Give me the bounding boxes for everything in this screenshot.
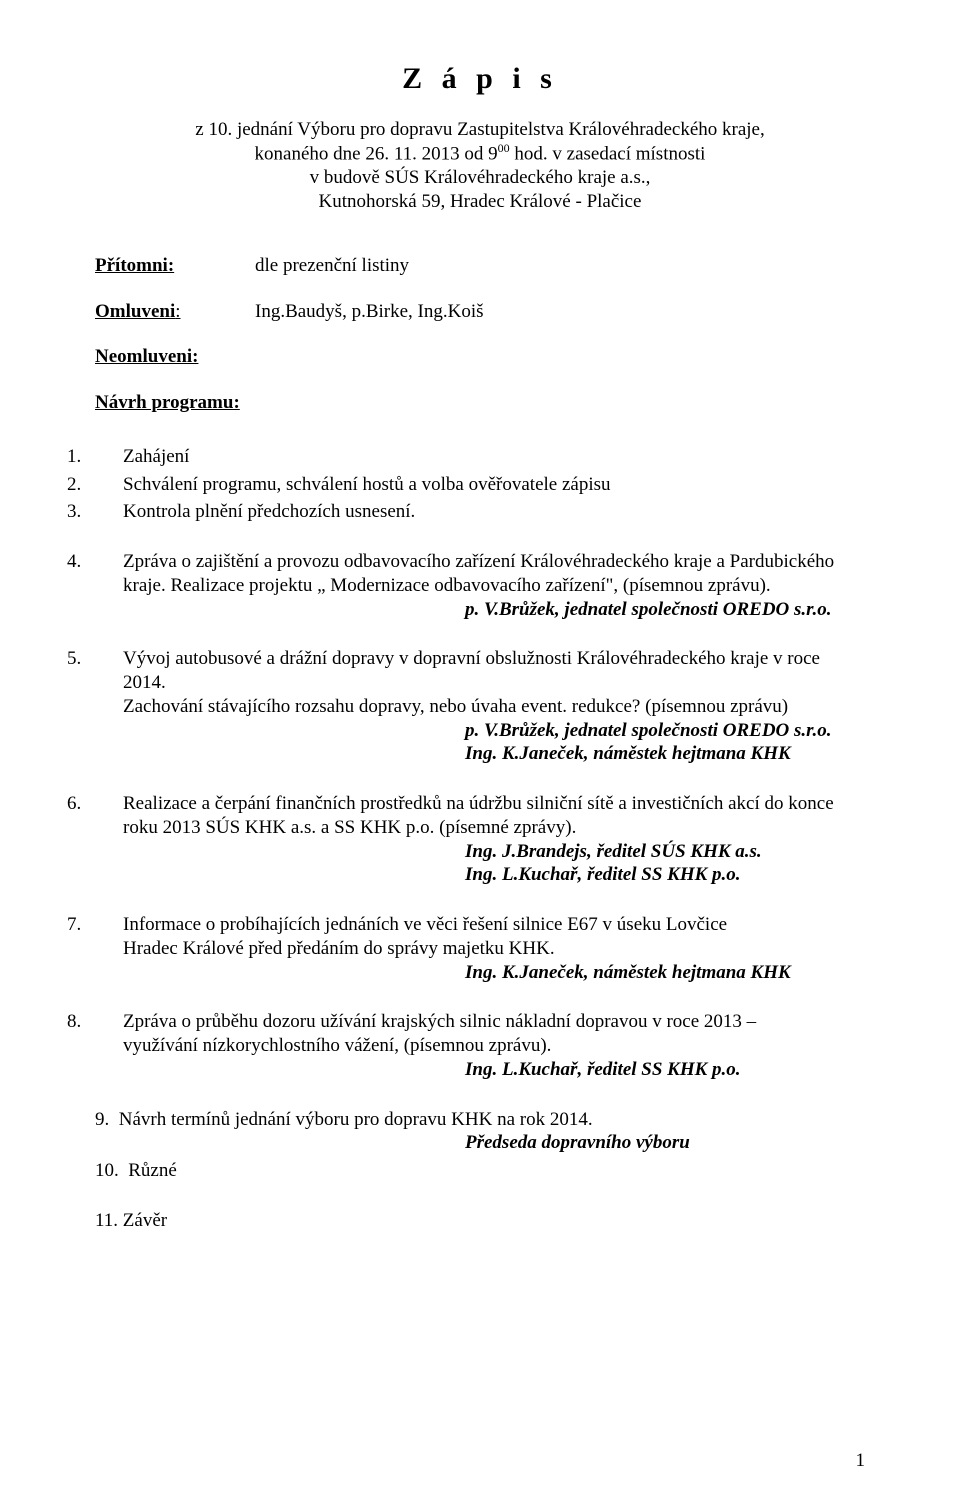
item-line-2: Zachování stávajícího rozsahu dopravy, n… xyxy=(95,695,865,719)
header-line-1: z 10. jednání Výboru pro dopravu Zastupi… xyxy=(95,118,865,142)
item-num: 5. xyxy=(95,647,123,671)
header-line-2b: hod. v zasedací místnosti xyxy=(510,144,706,165)
item-line-2: využívání nízkorychlostního vážení, (pís… xyxy=(95,1034,865,1058)
item-num: 10. xyxy=(95,1160,119,1181)
header-line-2a: konaného dne 26. 11. 2013 od 9 xyxy=(255,144,498,165)
unexcused-label: Neomluveni: xyxy=(95,345,255,369)
agenda-item-1: 1.Zahájení xyxy=(95,445,865,469)
agenda-item-6: 6.Realizace a čerpání finančních prostře… xyxy=(95,792,865,887)
item-num: 2. xyxy=(95,473,123,497)
excused-label: Omluveni: xyxy=(95,300,255,324)
page-title: Z á p i s xyxy=(95,60,865,98)
document-page: Z á p i s z 10. jednání Výboru pro dopra… xyxy=(0,0,960,1503)
spacer xyxy=(95,1187,865,1205)
item-line-1: Realizace a čerpání finančních prostředk… xyxy=(123,793,834,814)
agenda-item-5: 5.Vývoj autobusové a drážní dopravy v do… xyxy=(95,647,865,766)
item-text: Zahájení xyxy=(123,446,189,467)
item-text: Schválení programu, schválení hostů a vo… xyxy=(123,474,611,495)
item-line-2: kraje. Realizace projektu „ Modernizace … xyxy=(95,574,865,598)
item-num: 3. xyxy=(95,500,123,524)
excused-colon: : xyxy=(175,301,180,322)
header-line-2: konaného dne 26. 11. 2013 od 900 hod. v … xyxy=(95,141,865,166)
item-num: 4. xyxy=(95,550,123,574)
item-line-1: Zpráva o průběhu dozoru užívání krajskýc… xyxy=(123,1011,756,1032)
item-signer-1: p. V.Brůžek, jednatel společnosti OREDO … xyxy=(95,719,865,743)
item-signer-2: Ing. L.Kuchař, ředitel SS KHK p.o. xyxy=(95,863,865,887)
page-number: 1 xyxy=(856,1449,866,1473)
item-line-1: Zpráva o zajištění a provozu odbavovacíh… xyxy=(123,551,834,572)
present-label: Přítomni: xyxy=(95,254,255,278)
item-line-2: roku 2013 SÚS KHK a.s. a SS KHK p.o. (pí… xyxy=(95,816,865,840)
row-unexcused: Neomluveni: xyxy=(95,345,865,369)
item-num: 9. xyxy=(95,1109,109,1130)
agenda-item-2: 2.Schválení programu, schválení hostů a … xyxy=(95,473,865,497)
header-line-3: v budově SÚS Královéhradeckého kraje a.s… xyxy=(95,166,865,190)
spacer xyxy=(95,1086,865,1104)
agenda-item-8: 8.Zpráva o průběhu dozoru užívání krajsk… xyxy=(95,1010,865,1081)
item-text: Závěr xyxy=(123,1210,167,1231)
item-num: 1. xyxy=(95,445,123,469)
agenda-heading: Návrh programu: xyxy=(95,391,865,415)
header-line-4: Kutnohorská 59, Hradec Králové - Plačice xyxy=(95,190,865,214)
attendance-block: Přítomni: dle prezenční listiny Omluveni… xyxy=(95,254,865,369)
row-present: Přítomni: dle prezenční listiny xyxy=(95,254,865,278)
item-text: Návrh termínů jednání výboru pro dopravu… xyxy=(119,1109,593,1130)
item-text: Kontrola plnění předchozích usnesení. xyxy=(123,501,415,522)
item-line-1: Vývoj autobusové a drážní dopravy v dopr… xyxy=(123,648,820,693)
spacer xyxy=(95,891,865,909)
present-value: dle prezenční listiny xyxy=(255,254,865,278)
agenda-item-9: 9. Návrh termínů jednání výboru pro dopr… xyxy=(95,1108,865,1156)
item-num: 11. xyxy=(95,1210,118,1231)
row-excused: Omluveni: Ing.Baudyš, p.Birke, Ing.Koiš xyxy=(95,300,865,324)
spacer xyxy=(95,528,865,546)
item-num: 7. xyxy=(95,913,123,937)
item-signer: Předseda dopravního výboru xyxy=(95,1131,865,1155)
item-signer-1: Ing. J.Brandejs, ředitel SÚS KHK a.s. xyxy=(95,840,865,864)
item-signer-2: Ing. K.Janeček, náměstek hejtmana KHK xyxy=(95,742,865,766)
agenda-item-3: 3.Kontrola plnění předchozích usnesení. xyxy=(95,500,865,524)
item-signer: Ing. K.Janeček, náměstek hejtmana KHK xyxy=(95,961,865,985)
excused-label-text: Omluveni xyxy=(95,301,175,322)
item-num: 8. xyxy=(95,1010,123,1034)
item-signer: p. V.Brůžek, jednatel společnosti OREDO … xyxy=(95,598,865,622)
agenda-item-7: 7.Informace o probíhajících jednáních ve… xyxy=(95,913,865,984)
agenda-item-10: 10. Různé xyxy=(95,1159,865,1183)
spacer xyxy=(95,625,865,643)
spacer xyxy=(95,770,865,788)
item-signer: Ing. L.Kuchař, ředitel SS KHK p.o. xyxy=(95,1058,865,1082)
item-num: 6. xyxy=(95,792,123,816)
item-line-2: Hradec Králové před předáním do správy m… xyxy=(95,937,865,961)
spacer xyxy=(95,988,865,1006)
item-line-1: Informace o probíhajících jednáních ve v… xyxy=(123,914,727,935)
agenda-item-11: 11. Závěr xyxy=(95,1209,865,1233)
excused-value: Ing.Baudyš, p.Birke, Ing.Koiš xyxy=(255,300,865,324)
item-text: Různé xyxy=(128,1160,177,1181)
header-line-2-sup: 00 xyxy=(498,141,510,155)
agenda-list: 1.Zahájení 2.Schválení programu, schvále… xyxy=(95,445,865,1233)
agenda-item-4: 4.Zpráva o zajištění a provozu odbavovac… xyxy=(95,550,865,621)
header-block: z 10. jednání Výboru pro dopravu Zastupi… xyxy=(95,118,865,214)
